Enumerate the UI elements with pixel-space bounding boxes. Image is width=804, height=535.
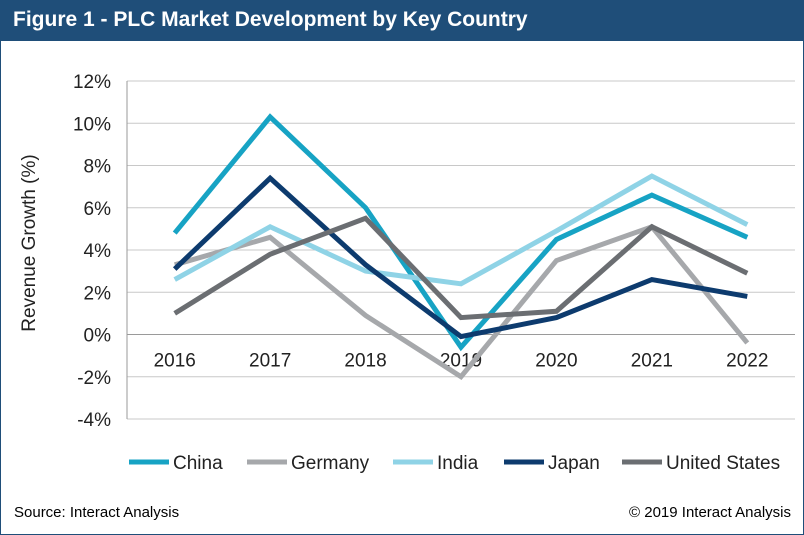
y-tick-label: 10% <box>73 114 111 135</box>
copyright-note: © 2019 Interact Analysis <box>629 504 791 521</box>
series-line-japan <box>172 174 748 340</box>
y-tick-label: 0% <box>84 326 112 347</box>
series-line-china <box>172 113 749 352</box>
y-tick-label: 6% <box>84 199 112 220</box>
series-line-india <box>173 173 749 287</box>
x-tick-label: 2018 <box>344 351 386 372</box>
series-lines <box>172 113 750 381</box>
y-tick-label: -2% <box>77 368 111 389</box>
y-tick-labels: -4% -2% 0% 2% 4% 6% 8% 10% 12% <box>73 72 111 431</box>
source-note: Source: Interact Analysis <box>14 504 180 521</box>
title-bar: Figure 1 - PLC Market Development by Key… <box>1 1 803 41</box>
legend-label: Germany <box>291 453 370 474</box>
y-tick-label: 12% <box>73 72 111 93</box>
y-tick-label: 2% <box>84 283 112 304</box>
legend: China Germany India Japan United States <box>129 453 780 474</box>
y-tick-label: -4% <box>77 410 111 431</box>
x-tick-label: 2022 <box>726 351 768 372</box>
legend-label: India <box>437 453 479 474</box>
series-line-united-states <box>173 215 749 321</box>
x-tick-labels: 2016 2017 2018 2019 2020 2021 2022 <box>154 351 769 372</box>
figure-title: Figure 1 - PLC Market Development by Key… <box>13 8 528 31</box>
legend-label: China <box>173 453 223 474</box>
x-tick-label: 2020 <box>535 351 577 372</box>
x-tick-label: 2021 <box>631 351 673 372</box>
x-tick-label: 2017 <box>249 351 291 372</box>
legend-label: Japan <box>548 453 600 474</box>
y-tick-label: 8% <box>84 157 112 178</box>
legend-label: United States <box>666 453 780 474</box>
y-axis-label: Revenue Growth (%) <box>19 154 40 331</box>
y-tick-label: 4% <box>84 241 112 262</box>
x-tick-label: 2016 <box>154 351 196 372</box>
